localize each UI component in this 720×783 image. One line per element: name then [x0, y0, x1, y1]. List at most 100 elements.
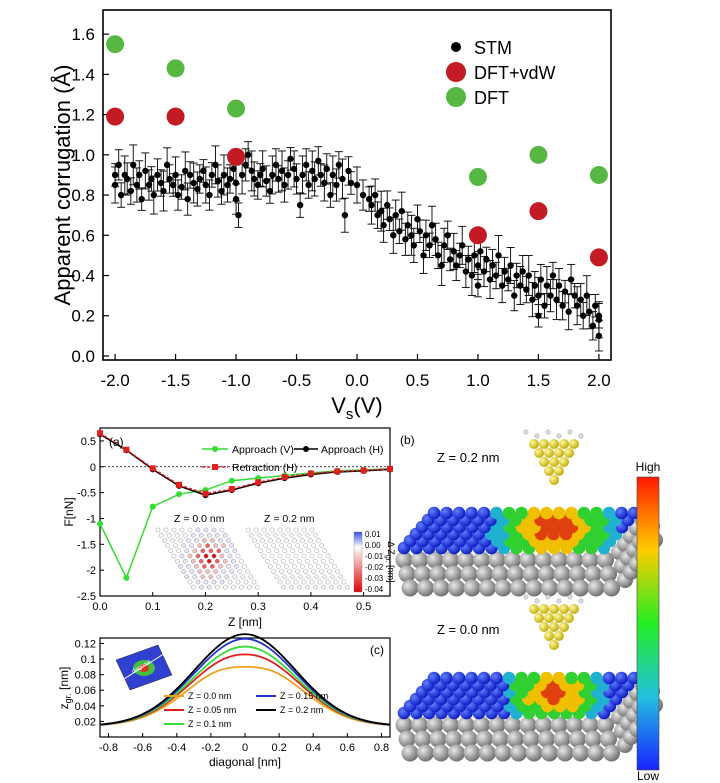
- stm-point: [115, 161, 122, 169]
- panel-a-x-tick-label: 0.5: [356, 601, 371, 613]
- panel-c-y-tick-label: 0.06: [75, 685, 96, 697]
- lattice-atom: [290, 548, 296, 554]
- stm-point: [450, 248, 457, 255]
- lattice-atom: [173, 543, 178, 548]
- cluster-atom: [544, 448, 554, 458]
- stm-point: [410, 242, 418, 249]
- lattice-atom: [338, 574, 344, 580]
- stm-point: [220, 171, 228, 179]
- substrate-atom: [507, 730, 524, 748]
- lattice-atom: [227, 553, 233, 559]
- legend-z02-label: Z = 0.2 nm: [280, 705, 323, 715]
- lattice-atom: [285, 579, 291, 585]
- substrate-atom: [553, 730, 571, 748]
- panel-a-x-tick-label: 0.2: [198, 601, 213, 613]
- stm-point: [150, 191, 157, 199]
- hydrogen-atom: [556, 598, 562, 604]
- lattice-atom: [304, 584, 310, 590]
- legend-retraction-h-marker: [212, 464, 218, 470]
- lattice-atom: [195, 579, 201, 585]
- lattice-atom: [320, 584, 326, 590]
- stm-point: [565, 308, 572, 315]
- lattice-atom: [198, 532, 204, 538]
- stm-point: [202, 181, 210, 189]
- surface-atom: [515, 671, 528, 685]
- stm-point: [345, 167, 352, 175]
- top-x-tick-label: -2.0: [100, 371, 129, 390]
- stm-point: [398, 207, 405, 215]
- lattice-atom: [189, 569, 194, 574]
- lattice-atom: [181, 543, 186, 548]
- lattice-atom: [271, 543, 276, 548]
- stm-point: [178, 183, 185, 191]
- stm-point: [549, 272, 557, 279]
- substrate-atom: [479, 744, 496, 762]
- stm-point: [434, 252, 442, 259]
- stm-point: [284, 171, 292, 179]
- stm-point: [166, 175, 173, 183]
- lattice-atom: [293, 527, 299, 533]
- stm-point: [408, 232, 415, 239]
- stm-point: [459, 242, 466, 249]
- lattice-atom: [155, 527, 161, 533]
- substrate-atom: [597, 716, 614, 734]
- cluster-atom: [549, 622, 559, 632]
- substrate-atom: [494, 744, 512, 762]
- stm-point: [157, 179, 165, 187]
- substrate-atom: [476, 565, 493, 583]
- dft-point: [227, 99, 246, 118]
- lattice-atom: [208, 548, 214, 554]
- stm-point: [535, 312, 542, 319]
- lattice-atom: [214, 584, 220, 590]
- substrate-atom: [479, 579, 496, 597]
- lattice-atom: [166, 532, 172, 538]
- panel-a-y-tick-label: -1: [86, 513, 96, 525]
- lattice-atom: [264, 532, 270, 538]
- lattice-atom: [181, 569, 186, 574]
- lattice-atom: [332, 564, 337, 569]
- lattice-atom: [210, 564, 215, 569]
- surface-atom: [590, 506, 603, 520]
- stm-point: [182, 167, 189, 175]
- top-y-axis-label: Apparent corrugation (Å): [50, 65, 75, 306]
- lattice-atom: [238, 584, 244, 590]
- stm-point: [477, 248, 484, 255]
- lattice-atom: [174, 558, 180, 564]
- lattice-atom: [194, 538, 199, 543]
- lattice-atom: [213, 569, 218, 574]
- stm-point: [281, 181, 288, 189]
- panel-a-y-tick-label: -2.5: [77, 591, 96, 603]
- substrate-atom: [488, 551, 506, 569]
- lattice-atom: [190, 558, 196, 564]
- stm-point: [303, 161, 310, 169]
- stm-point: [299, 171, 306, 179]
- lattice-atom: [238, 558, 244, 564]
- panel-c-y-axis-label: zgr. [nm]: [57, 667, 73, 710]
- stm-point: [561, 288, 569, 295]
- surface-atom: [577, 671, 591, 685]
- lattice-atom: [224, 574, 230, 580]
- stm-point: [452, 262, 460, 269]
- cluster-atom: [559, 604, 569, 614]
- lattice-atom: [296, 584, 302, 590]
- lattice-atom: [198, 584, 204, 590]
- lattice-atom: [309, 553, 315, 559]
- lattice-atom: [219, 579, 225, 585]
- panel-c-marks: [99, 633, 391, 726]
- surface-atom: [577, 506, 591, 520]
- lattice-atom: [303, 543, 308, 548]
- legend-dftvdw-label: DFT+vdW: [474, 63, 556, 83]
- legend-approach-v-marker: [212, 446, 218, 452]
- stm-point: [547, 292, 554, 299]
- stm-point: [327, 191, 334, 199]
- lattice-atom: [170, 538, 175, 543]
- panel-c-x-tick-label: 0.4: [306, 742, 321, 754]
- panel-c-x-axis-label: diagonal [nm]: [209, 755, 281, 769]
- stm-point: [311, 175, 318, 183]
- substrate-atom: [417, 579, 434, 597]
- legend-stm-marker: [451, 42, 461, 52]
- lattice-atom: [277, 527, 283, 533]
- lattice-atom: [162, 538, 167, 543]
- lattice-atom: [184, 548, 190, 554]
- inset-lattice-z02: [245, 527, 350, 590]
